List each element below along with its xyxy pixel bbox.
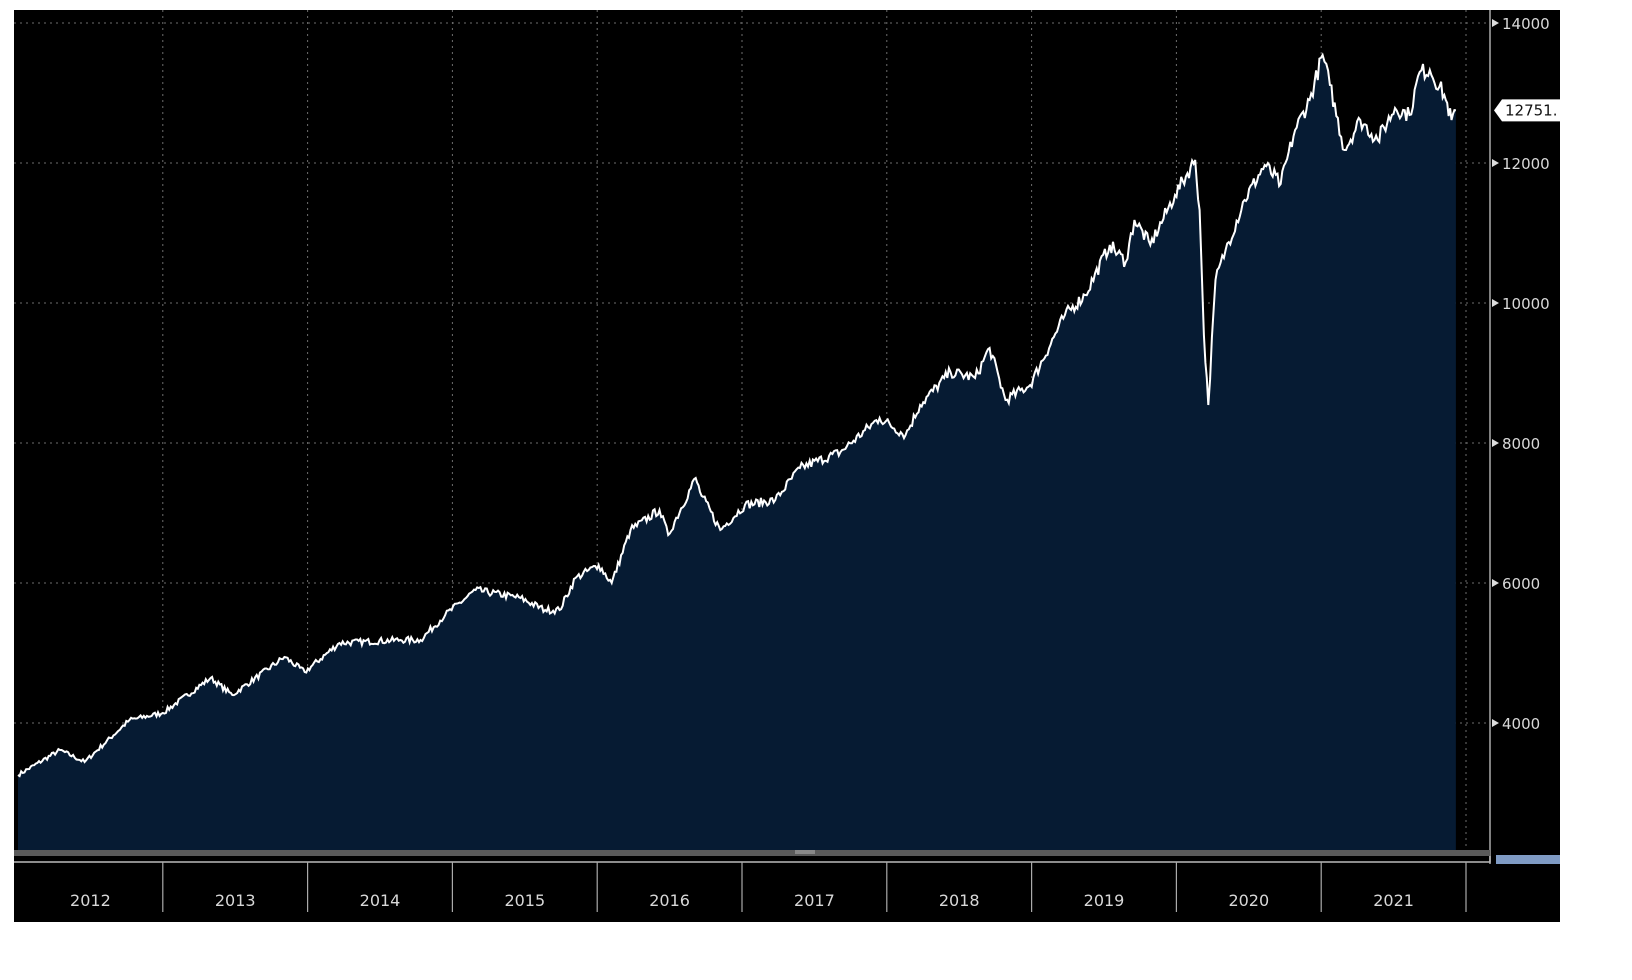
x-tick-label: 2012 [70, 891, 111, 910]
y-tick-label: 12000 [1502, 155, 1550, 173]
navigator-handle[interactable] [1496, 855, 1560, 864]
x-tick-label: 2020 [1228, 891, 1269, 910]
last-value-label: 12751. [1505, 101, 1558, 119]
x-tick-label: 2014 [360, 891, 401, 910]
series-area [18, 55, 1456, 850]
y-tick-label: 10000 [1502, 295, 1550, 313]
x-tick-label: 2015 [504, 891, 545, 910]
last-value-tag: 12751. [1494, 99, 1560, 122]
x-tick-label: 2019 [1084, 891, 1125, 910]
series-line [17, 52, 1457, 778]
y-tick-marker [1492, 19, 1499, 27]
x-axis: 2012 2013 2014 2015 2016 2017 2018 2019 2020 2021 [70, 862, 1467, 912]
y-tick-label: 4000 [1502, 715, 1540, 733]
navigator-strip[interactable] [14, 856, 1491, 863]
x-tick-label: 2016 [649, 891, 690, 910]
x-tick-label: 2021 [1373, 891, 1414, 910]
y-tick-marker [1492, 299, 1499, 307]
y-tick-marker [1492, 719, 1499, 727]
y-tick-label: 6000 [1502, 575, 1540, 593]
y-tick-label: 14000 [1502, 15, 1550, 33]
x-tick-label: 2018 [939, 891, 980, 910]
y-tick-label: 8000 [1502, 435, 1540, 453]
x-tick-label: 2013 [215, 891, 256, 910]
scroll-handle[interactable] [795, 850, 815, 854]
y-tick-marker [1492, 579, 1499, 587]
scroll-bar[interactable] [14, 850, 1490, 856]
y-tick-marker [1492, 159, 1499, 167]
y-tick-marker [1492, 439, 1499, 447]
y-axis: 4000 6000 8000 10000 12000 14000 [1492, 15, 1550, 733]
x-tick-label: 2017 [794, 891, 835, 910]
